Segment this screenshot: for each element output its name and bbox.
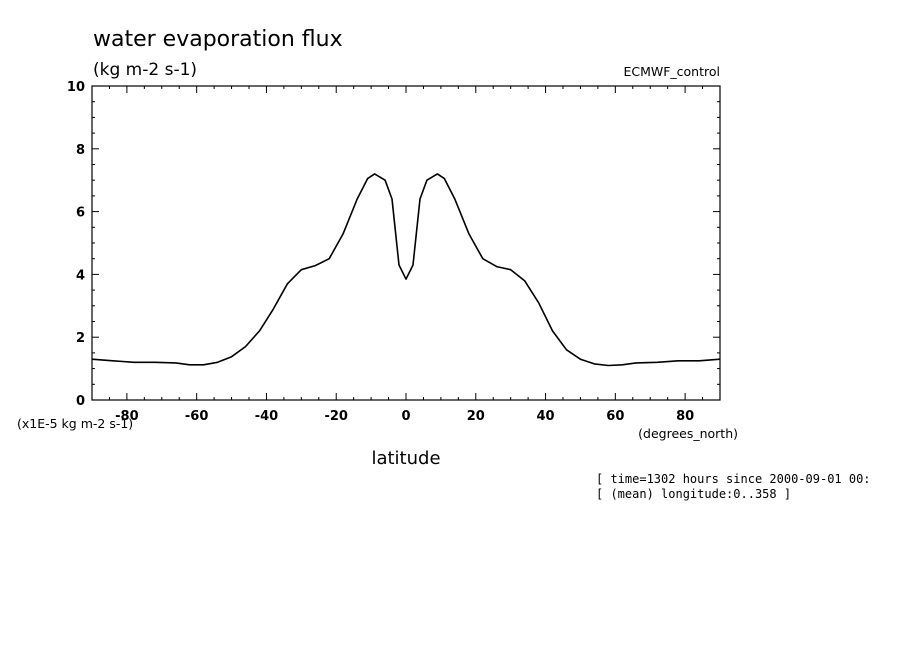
y-tick-label: 2 (76, 331, 85, 346)
y-tick-label: 6 (76, 206, 85, 221)
x-tick-label: -40 (255, 409, 279, 424)
dataset-label: ECMWF_control (623, 64, 720, 79)
y-tick-label: 10 (67, 80, 85, 95)
series-lines (91, 173, 721, 367)
plot-frame (91, 85, 721, 401)
x-tick-label: 40 (537, 409, 555, 424)
y-tick-label: 4 (76, 268, 85, 283)
x-tick-label: 60 (606, 409, 624, 424)
x-tick-label: -80 (115, 409, 139, 424)
time-annotation: [ time=1302 hours since 2000-09-01 00: (596, 472, 871, 486)
chart-title: water evaporation flux (93, 27, 343, 52)
x-tick-label: 20 (467, 409, 485, 424)
x-tick-label: 0 (401, 409, 410, 424)
x-axis: -80 -60 -40 -20 0 20 40 60 80 (115, 86, 694, 424)
y-tick-label: 8 (76, 143, 85, 158)
x-tick-label: -20 (324, 409, 348, 424)
series-line-0 (91, 173, 721, 367)
x-tick-label: -60 (185, 409, 209, 424)
y-axis: 0 2 4 6 8 10 (67, 80, 720, 409)
y-scale-label: (x1E-5 kg m-2 s-1) (17, 416, 133, 431)
minor-ticks (91, 86, 721, 400)
x-units-label: (degrees_north) (638, 426, 738, 441)
x-tick-label: 80 (676, 409, 694, 424)
longitude-annotation: [ (mean) longitude:0..358 ] (596, 487, 791, 501)
y-tick-label: 0 (76, 394, 85, 409)
chart-units: (kg m-2 s-1) (93, 60, 197, 80)
x-axis-label: latitude (371, 448, 440, 469)
